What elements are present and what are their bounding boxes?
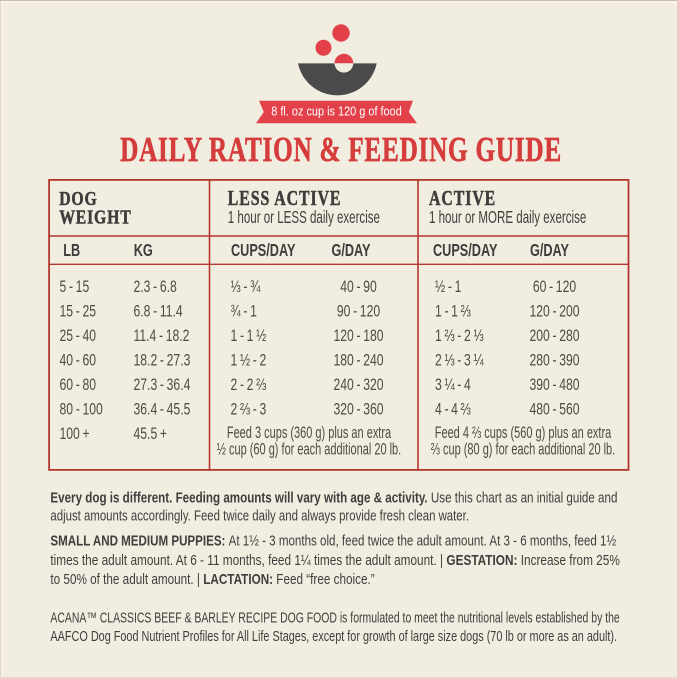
svg-text:ACTIVE: ACTIVE [429,187,496,211]
svg-text:to 50% of the adult amount. |: to 50% of the adult amount. | LACTATION:… [50,571,374,587]
svg-text:27.3 - 36.4: 27.3 - 36.4 [134,376,191,394]
svg-text:KG: KG [134,241,153,260]
svg-text:280 - 390: 280 - 390 [529,352,579,370]
svg-text:2 - 2 ⅔: 2 - 2 ⅔ [231,376,267,394]
svg-text:WEIGHT: WEIGHT [59,206,131,228]
svg-text:1 - 1 ½: 1 - 1 ½ [231,327,267,345]
svg-text:390 - 480: 390 - 480 [529,376,579,394]
svg-text:180 - 240: 180 - 240 [333,352,383,370]
svg-text:1 ½ - 2: 1 ½ - 2 [231,352,267,370]
svg-text:240 - 320: 240 - 320 [333,376,383,394]
svg-text:2 ⅓ - 3 ¼: 2 ⅓ - 3 ¼ [435,352,484,370]
svg-text:480 - 560: 480 - 560 [529,401,579,419]
svg-text:15 - 25: 15 - 25 [60,303,97,321]
svg-text:120 - 200: 120 - 200 [529,303,579,321]
svg-text:2 ⅔ - 3: 2 ⅔ - 3 [231,401,267,419]
svg-text:4 - 4 ⅔: 4 - 4 ⅔ [435,401,471,419]
svg-text:60 - 80: 60 - 80 [60,376,97,394]
svg-text:1 hour or LESS daily exercise: 1 hour or LESS daily exercise [228,209,380,228]
svg-text:Feed 3 cups (360 g) plus an ex: Feed 3 cups (360 g) plus an extra [227,423,392,442]
svg-text:60 - 120: 60 - 120 [533,278,576,296]
svg-text:¾ - 1: ¾ - 1 [231,303,257,321]
svg-text:2.3 - 6.8: 2.3 - 6.8 [134,278,177,296]
svg-text:1 - 1 ⅔: 1 - 1 ⅔ [435,303,471,321]
svg-text:36.4 - 45.5: 36.4 - 45.5 [134,401,191,419]
svg-text:6.8 - 11.4: 6.8 - 11.4 [134,303,183,321]
svg-text:Feed 4 ⅔ cups (560 g) plus an: Feed 4 ⅔ cups (560 g) plus an extra [435,423,612,442]
svg-text:adjust amounts accordingly. Fe: adjust amounts accordingly. Feed twice d… [50,507,469,524]
svg-text:40 - 60: 40 - 60 [60,352,97,370]
svg-text:1 hour or MORE daily exercise: 1 hour or MORE daily exercise [429,209,586,228]
svg-text:40 - 90: 40 - 90 [340,278,377,296]
svg-text:11.4 - 18.2: 11.4 - 18.2 [134,327,190,345]
svg-text:90 - 120: 90 - 120 [337,303,380,321]
svg-text:100 +: 100 + [60,425,90,443]
svg-text:ACANA™ CLASSICS BEEF & BARLEY: ACANA™ CLASSICS BEEF & BARLEY RECIPE DOG… [50,610,619,626]
svg-text:3 ¼ - 4: 3 ¼ - 4 [435,376,471,394]
svg-text:times the adult amount. At 6 -: times the adult amount. At 6 - 11 months… [50,552,620,568]
svg-text:45.5 +: 45.5 + [134,425,168,443]
svg-text:1 ⅔ - 2 ⅓: 1 ⅔ - 2 ⅓ [435,327,484,345]
svg-text:18.2 - 27.3: 18.2 - 27.3 [134,352,191,370]
svg-text:⅓ - ¾: ⅓ - ¾ [231,278,261,296]
svg-text:80 - 100: 80 - 100 [60,401,103,419]
svg-text:G/DAY: G/DAY [332,241,371,260]
svg-text:½ - 1: ½ - 1 [435,278,461,296]
svg-text:5 - 15: 5 - 15 [60,278,90,296]
svg-text:LESS ACTIVE: LESS ACTIVE [228,187,342,211]
svg-text:G/DAY: G/DAY [530,241,569,260]
svg-text:Every dog is different. Feedin: Every dog is different. Feeding amounts … [50,489,617,505]
svg-text:SMALL AND MEDIUM PUPPIES: At 1: SMALL AND MEDIUM PUPPIES: At 1½ - 3 mont… [50,532,616,548]
svg-text:AAFCO Dog Food Nutrient Profil: AAFCO Dog Food Nutrient Profiles for All… [50,629,617,645]
svg-text:120 - 180: 120 - 180 [333,327,383,345]
svg-text:CUPS/DAY: CUPS/DAY [231,241,295,260]
svg-text:320 - 360: 320 - 360 [333,401,383,419]
svg-text:½ cup (60 g) for each addition: ½ cup (60 g) for each additional 20 lb. [217,439,401,458]
svg-text:⅔ cup (80 g) for each addition: ⅔ cup (80 g) for each additional 20 lb. [431,439,615,458]
svg-text:CUPS/DAY: CUPS/DAY [433,241,497,260]
svg-text:DOG: DOG [59,187,97,209]
svg-text:DAILY RATION & FEEDING GUIDE: DAILY RATION & FEEDING GUIDE [120,130,562,169]
svg-text:LB: LB [63,241,80,260]
svg-text:25 - 40: 25 - 40 [60,327,97,345]
svg-text:200 - 280: 200 - 280 [529,327,579,345]
svg-text:8 fl. oz cup is 120 g of food: 8 fl. oz cup is 120 g of food [271,104,402,119]
